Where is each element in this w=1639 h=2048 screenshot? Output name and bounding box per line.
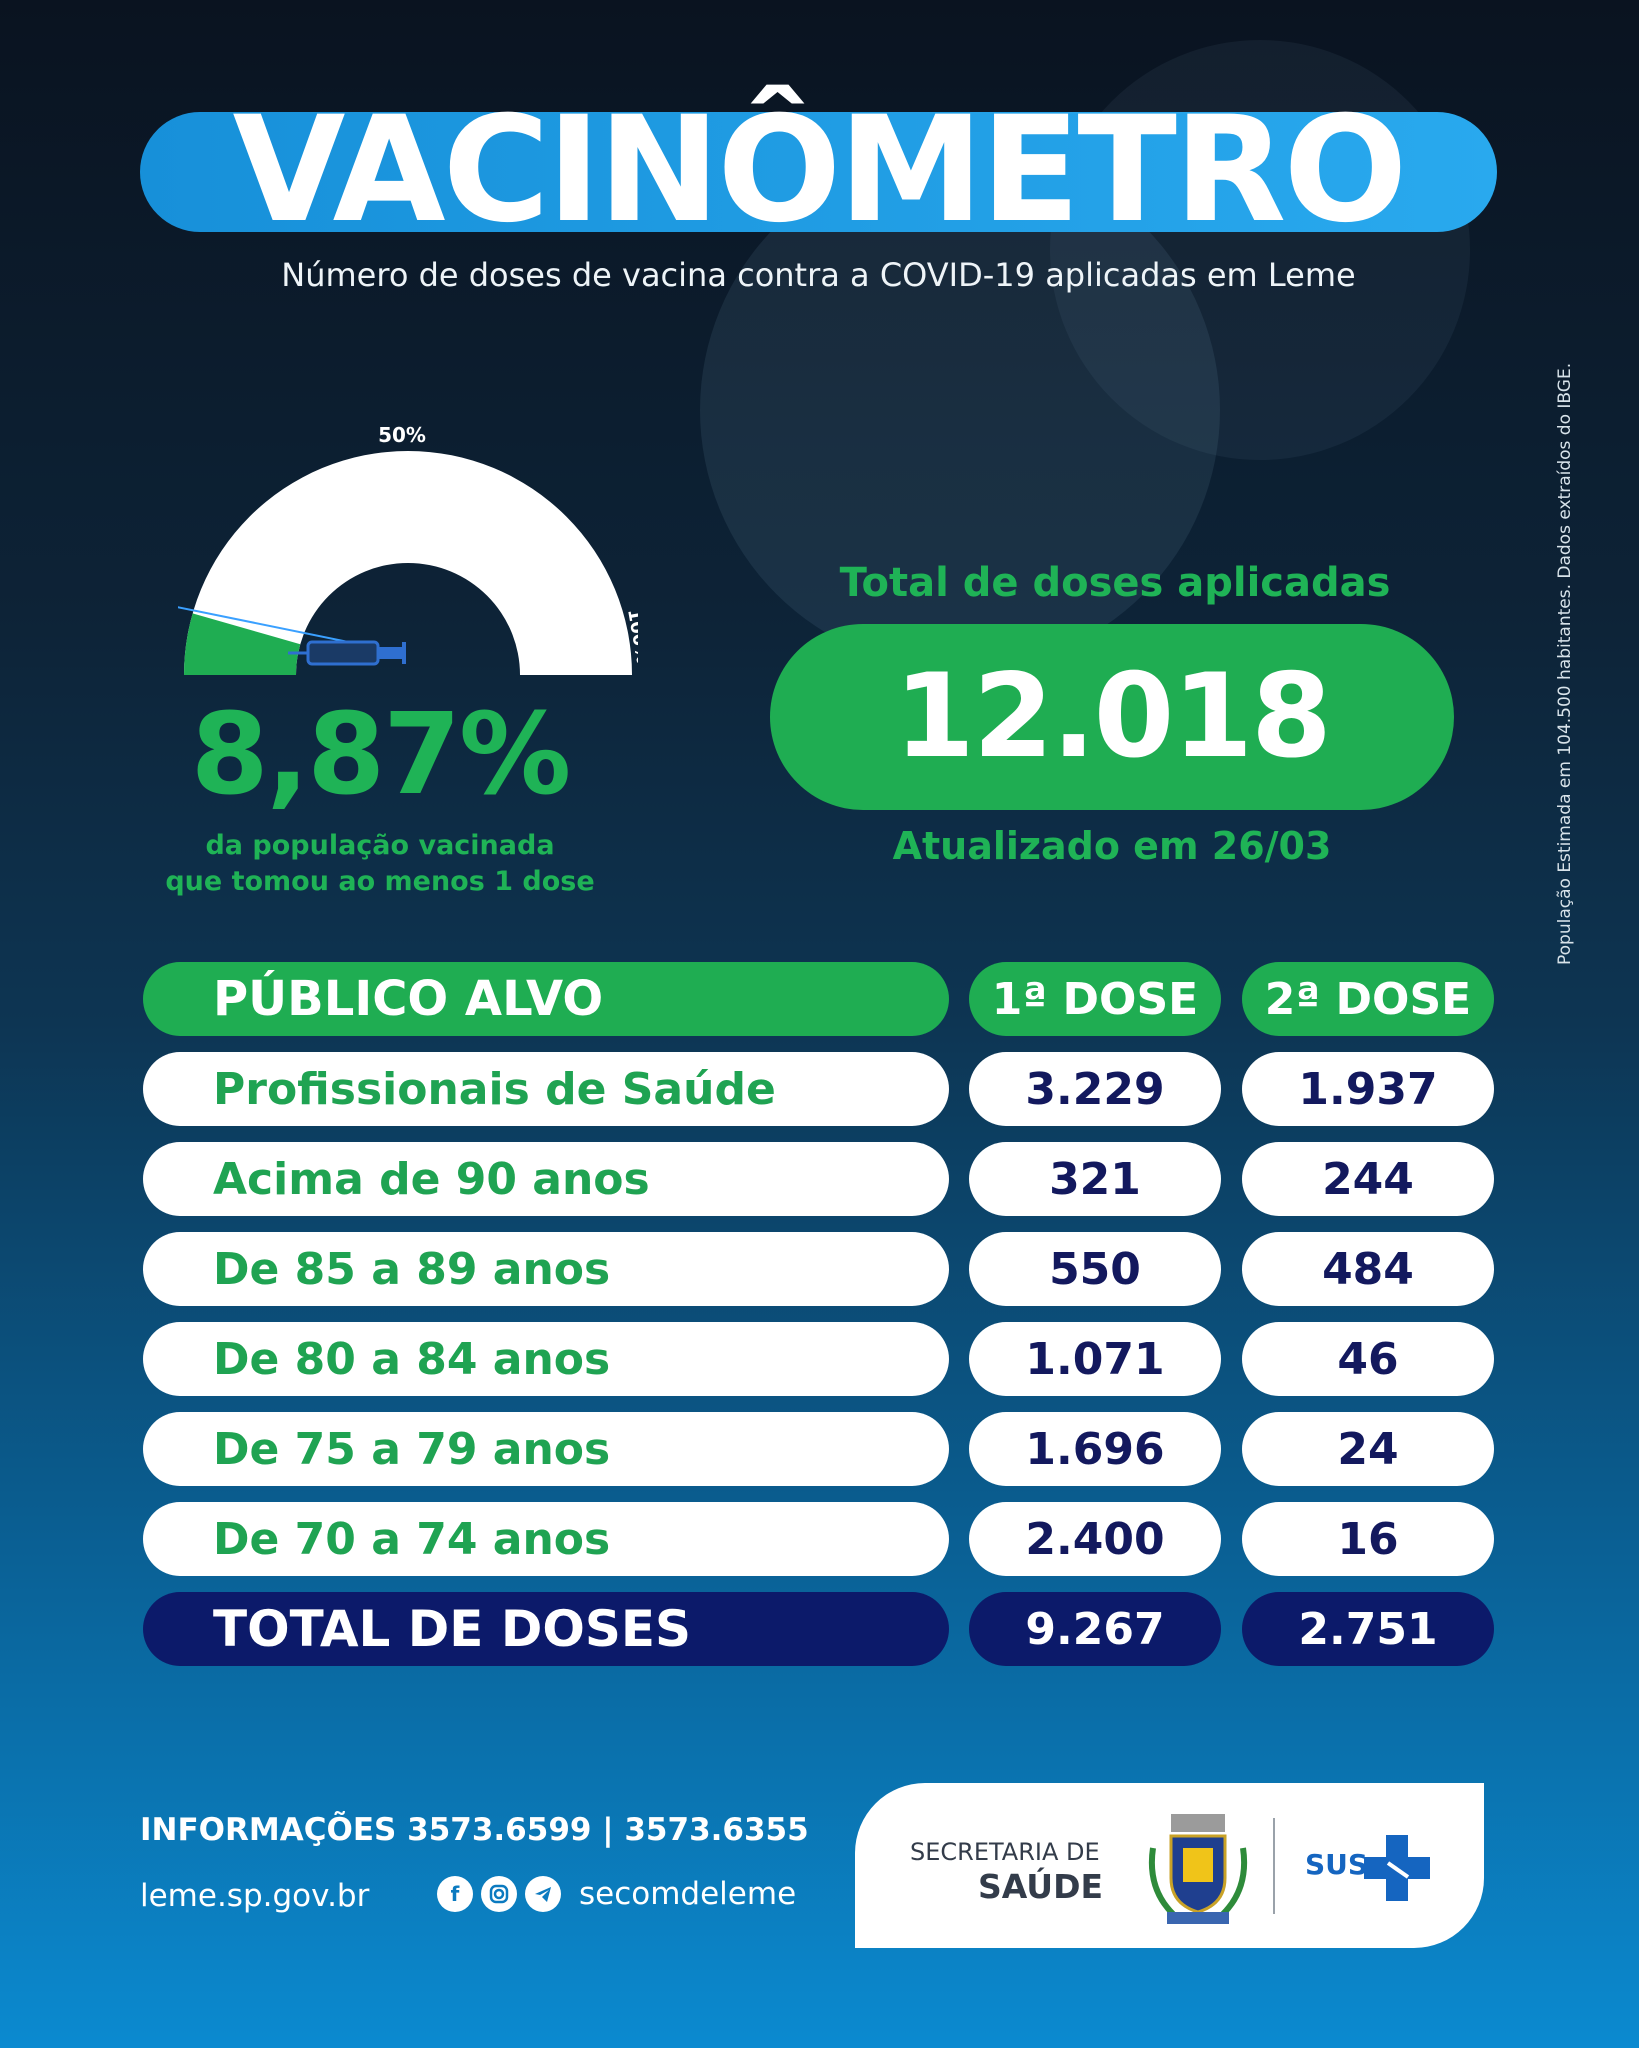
row-dose2: 244 [1242,1142,1494,1216]
contact-phones: INFORMAÇÕES 3573.6599 | 3573.6355 [140,1812,809,1848]
header-target-group: PÚBLICO ALVO [143,962,949,1036]
website-link[interactable]: leme.sp.gov.br [140,1878,370,1914]
gauge-label-50: 50% [378,423,426,447]
row-group: De 75 a 79 anos [143,1412,949,1486]
syringe-icon [288,640,406,666]
total-doses-box [770,624,1454,810]
vaccinated-description-line2: que tomou ao menos 1 dose [165,866,595,897]
row-dose2: 484 [1242,1232,1494,1306]
gauge-fill [183,613,301,675]
page-title: VACINÔMETRO [232,85,1408,255]
row-dose1: 1.071 [969,1322,1221,1396]
row-dose1: 321 [969,1142,1221,1216]
row-group: De 80 a 84 anos [143,1322,949,1396]
social-links: f secomdeleme [437,1876,796,1912]
sus-label: SUS [1305,1848,1369,1881]
header-second-dose: 2ª DOSE [1242,962,1494,1036]
secretaria-label: SECRETARIA DE [910,1838,1100,1866]
vaccinated-description-line1: da população vacinada [205,830,555,861]
gauge-track [184,451,632,675]
telegram-icon[interactable] [525,1876,561,1912]
vaccinated-description: da população vacinada que tomou ao menos… [150,828,610,900]
row-group: Acima de 90 anos [143,1142,949,1216]
row-dose1: 2.400 [969,1502,1221,1576]
total-row-dose1: 9.267 [969,1592,1221,1666]
header-first-dose: 1ª DOSE [969,962,1221,1036]
row-group: Profissionais de Saúde [143,1052,949,1126]
row-dose1: 3.229 [969,1052,1221,1126]
facebook-icon[interactable]: f [437,1876,473,1912]
total-doses-heading: Total de doses aplicadas [839,560,1391,606]
background-decoration [1050,40,1470,460]
total-row-dose2: 2.751 [1242,1592,1494,1666]
row-dose2: 46 [1242,1322,1494,1396]
row-dose2: 24 [1242,1412,1494,1486]
social-handle[interactable]: secomdeleme [579,1876,797,1912]
background-decoration [700,150,1220,670]
logo-divider [1273,1818,1275,1914]
saude-label: SAÚDE [978,1867,1104,1906]
vaccination-gauge: 50% 100% [178,423,638,675]
page-subtitle: Número de doses de vacina contra a COVID… [281,256,1356,294]
leme-coat-of-arms-icon [1148,1814,1248,1924]
population-note: População Estimada em 104.500 habitantes… [1555,362,1575,965]
vaccinated-percentage: 8,87% [190,690,572,820]
row-dose2: 1.937 [1242,1052,1494,1126]
instagram-icon[interactable] [481,1876,517,1912]
row-group: De 70 a 74 anos [143,1502,949,1576]
total-row-label: TOTAL DE DOSES [143,1592,949,1666]
row-dose2: 16 [1242,1502,1494,1576]
updated-date: Atualizado em 26/03 [892,824,1332,868]
sus-cross-icon [1364,1835,1430,1901]
row-dose1: 1.696 [969,1412,1221,1486]
total-doses-value: 12.018 [894,649,1332,784]
title-banner [140,112,1497,232]
row-dose1: 550 [969,1232,1221,1306]
row-group: De 85 a 89 anos [143,1232,949,1306]
